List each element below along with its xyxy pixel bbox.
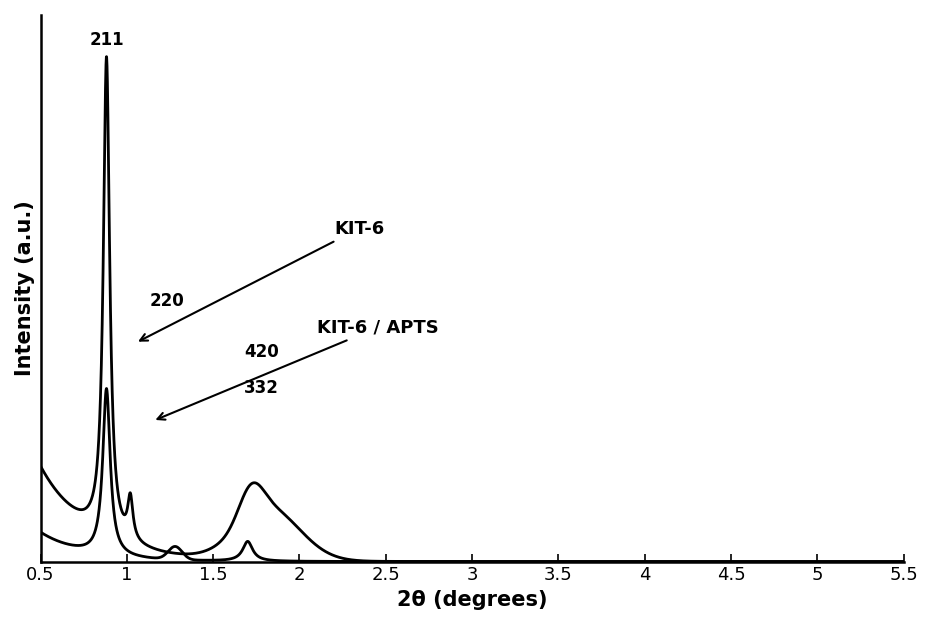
Text: KIT-6: KIT-6 — [140, 219, 384, 341]
Text: 420: 420 — [244, 343, 279, 361]
Y-axis label: Intensity (a.u.): Intensity (a.u.) — [15, 201, 35, 376]
X-axis label: 2θ (degrees): 2θ (degrees) — [397, 590, 548, 610]
Text: 211: 211 — [90, 31, 124, 49]
Text: 220: 220 — [149, 292, 184, 310]
Text: 332: 332 — [244, 379, 279, 398]
Text: KIT-6 / APTS: KIT-6 / APTS — [158, 319, 439, 419]
